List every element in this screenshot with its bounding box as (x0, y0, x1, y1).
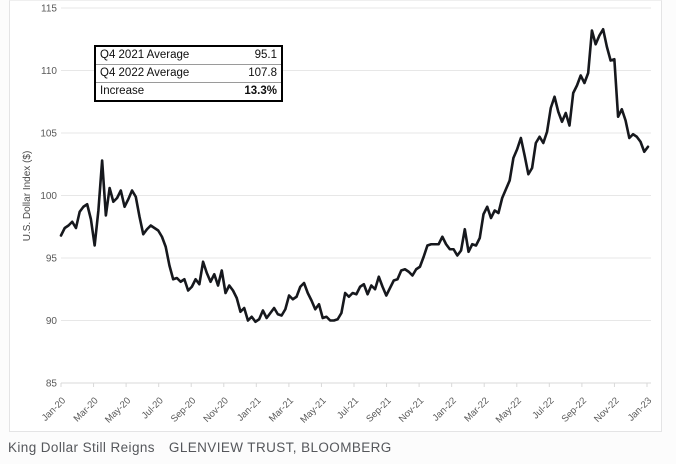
caption-source: GLENVIEW TRUST, BLOOMBERG (168, 440, 392, 455)
x-axis-ticks (60, 383, 648, 387)
svg-text:Jan-20: Jan-20 (40, 395, 68, 423)
svg-text:110: 110 (41, 66, 57, 77)
svg-text:Jul-20: Jul-20 (140, 395, 166, 421)
svg-text:105: 105 (40, 129, 57, 140)
q4-2022-average-label: Q4 2022 Average (100, 66, 190, 79)
svg-text:Sep-22: Sep-22 (560, 395, 589, 424)
table-row: Increase 13.3% (96, 82, 281, 100)
table-row: Q4 2021 Average 95.1 (96, 47, 281, 64)
dollar-index-series-line (59, 27, 650, 324)
svg-text:Jan-22: Jan-22 (430, 395, 458, 423)
svg-text:100: 100 (40, 191, 57, 202)
svg-text:Jan-23: Jan-23 (626, 395, 654, 423)
svg-text:Mar-22: Mar-22 (462, 395, 491, 424)
dollar-index-line-chart: 115 110 105 100 95 90 85 Jan-20 Mar-20 May-20 Jul-… (22, 4, 654, 426)
svg-text:Nov-21: Nov-21 (397, 395, 426, 424)
svg-text:Nov-22: Nov-22 (592, 395, 621, 424)
q4-2021-average-value: 95.1 (254, 48, 277, 61)
svg-text:85: 85 (46, 379, 58, 390)
svg-text:95: 95 (46, 254, 58, 265)
caption: King Dollar Still Reigns GLENVIEW TRUST, … (8, 440, 668, 455)
chart-card: 115 110 105 100 95 90 85 Jan-20 Mar-20 May-20 Jul-… (9, 0, 662, 432)
q4-2022-average-value: 107.8 (248, 66, 277, 79)
average-comparison-table: Q4 2021 Average 95.1 Q4 2022 Average 107… (94, 45, 283, 102)
svg-text:Jan-21: Jan-21 (235, 395, 263, 423)
y-axis-labels: 115 110 105 100 95 90 85 (40, 4, 57, 390)
svg-text:Sep-21: Sep-21 (364, 395, 393, 424)
svg-text:May-21: May-21 (298, 395, 328, 425)
svg-text:90: 90 (46, 316, 58, 327)
svg-text:Jul-21: Jul-21 (335, 395, 361, 421)
increase-label: Increase (100, 84, 145, 97)
svg-text:May-22: May-22 (494, 395, 524, 425)
x-axis-labels: Jan-20 Mar-20 May-20 Jul-20 Sep-20 Nov-20 Jan-… (40, 395, 654, 425)
caption-title: King Dollar Still Reigns (8, 440, 155, 455)
increase-value: 13.3% (244, 84, 277, 97)
table-row: Q4 2022 Average 107.8 (96, 64, 281, 82)
svg-text:Mar-20: Mar-20 (72, 395, 101, 424)
svg-text:Nov-20: Nov-20 (201, 395, 230, 424)
svg-text:May-20: May-20 (103, 395, 133, 425)
svg-text:Sep-20: Sep-20 (169, 395, 198, 424)
svg-text:Jul-22: Jul-22 (530, 395, 556, 421)
y-axis-title: U.S. Dollar Index ($) (22, 151, 33, 242)
q4-2021-average-label: Q4 2021 Average (100, 48, 190, 61)
svg-text:115: 115 (41, 4, 57, 15)
svg-text:Mar-21: Mar-21 (267, 395, 296, 424)
